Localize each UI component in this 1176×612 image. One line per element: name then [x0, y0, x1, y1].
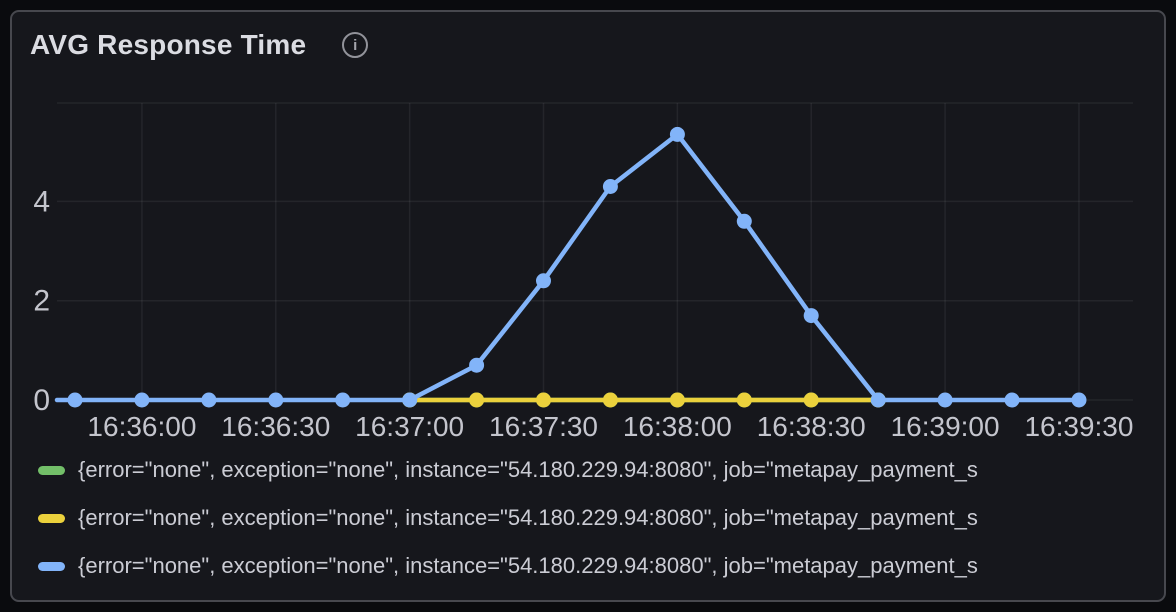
legend-label: {error="none", exception="none", instanc…	[78, 457, 978, 482]
legend-label: {error="none", exception="none", instanc…	[78, 505, 978, 530]
x-axis-tick-label: 16:39:00	[891, 411, 1000, 442]
data-point	[67, 392, 83, 408]
response-time-chart[interactable]: 0 2 4 16:36:00 16:36:30 16:37:00 16:37:30 16:38…	[12, 12, 1164, 452]
data-point	[536, 273, 551, 289]
data-point	[803, 392, 819, 408]
x-axis-tick-label: 16:36:00	[87, 411, 196, 442]
data-point	[402, 392, 418, 408]
legend-color-marker	[38, 513, 65, 523]
chart-legend: {error="none", exception="none", instanc…	[38, 446, 1164, 596]
data-point	[469, 357, 485, 373]
data-point	[268, 392, 284, 408]
legend-item[interactable]: {error="none", exception="none", instanc…	[38, 446, 1164, 494]
panel-title[interactable]: AVG Response Time	[30, 29, 307, 60]
data-point	[1071, 392, 1087, 408]
y-axis-tick-label: 2	[33, 285, 50, 318]
data-point	[602, 392, 618, 408]
series-line	[54, 132, 1082, 403]
x-axis-tick-label: 16:38:30	[757, 411, 866, 442]
legend-item[interactable]: {error="none", exception="none", instanc…	[38, 494, 1164, 542]
data-point	[937, 392, 953, 408]
data-point	[469, 392, 485, 408]
data-point	[536, 392, 551, 408]
data-point	[669, 392, 685, 408]
legend-label: {error="none", exception="none", instanc…	[78, 553, 978, 578]
data-point	[201, 392, 217, 408]
data-point	[803, 308, 819, 324]
data-point	[602, 179, 618, 194]
legend-color-marker	[38, 561, 65, 571]
panel-header: AVG Response Time i	[30, 29, 369, 61]
grafana-panel: AVG Response Time i 0 2 4 16:36:00 16:36:30 1…	[10, 10, 1166, 602]
data-point	[669, 126, 685, 142]
y-axis-tick-label: 4	[33, 185, 50, 218]
info-icon[interactable]: i	[342, 32, 369, 58]
data-point	[134, 392, 150, 408]
x-axis-tick-label: 16:37:00	[355, 411, 464, 442]
data-point	[736, 213, 752, 229]
legend-color-marker	[38, 465, 65, 475]
x-axis-tick-label: 16:36:30	[221, 411, 330, 442]
data-point	[1004, 392, 1020, 408]
x-axis-tick-label: 16:37:30	[489, 411, 598, 442]
x-axis-tick-label: 16:39:30	[1024, 411, 1133, 442]
x-axis-tick-label: 16:38:00	[623, 411, 732, 442]
data-point	[736, 392, 752, 408]
data-point	[335, 392, 351, 408]
data-point	[870, 392, 886, 408]
legend-item[interactable]: {error="none", exception="none", instanc…	[38, 542, 1164, 590]
y-axis-tick-label: 0	[33, 384, 50, 417]
